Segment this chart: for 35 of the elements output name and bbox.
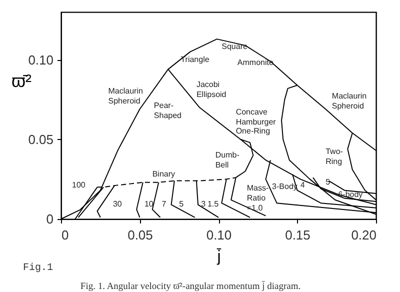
x-axis-title: j̄ xyxy=(216,248,222,266)
annotation: 5 xyxy=(326,177,331,186)
annotation: Maclaurin Spheroid xyxy=(108,86,143,106)
annotation: 1.5 xyxy=(207,200,220,209)
annotation: Concave Hamburger xyxy=(236,107,276,126)
x-tick-label: 0.05 xyxy=(128,228,153,242)
x-tick-label: 0 xyxy=(62,228,69,242)
y-tick-label: 0 xyxy=(46,212,54,226)
y-tick-label: 0.10 xyxy=(28,52,54,68)
y-tick-label: 0.05 xyxy=(28,132,54,147)
annotation: 6-body xyxy=(338,190,363,200)
x-tick-label: 0.15 xyxy=(285,228,310,242)
annotation: 3 xyxy=(201,200,206,209)
annotation: 5 xyxy=(179,200,184,209)
annotation: 10 xyxy=(144,200,154,209)
annotation: Triangle xyxy=(180,54,210,64)
annotation: 7 xyxy=(162,200,167,209)
annotation: Square xyxy=(222,42,248,52)
annotation: 30 xyxy=(112,200,122,209)
annotation: One-Ring xyxy=(236,126,270,136)
annotation: 4 xyxy=(300,180,306,190)
annotation: Binary xyxy=(152,169,176,178)
x-tick-label: 0.20 xyxy=(351,228,376,242)
annotation: Jacobi Ellipsoid xyxy=(196,80,226,100)
annotation: 100 xyxy=(72,180,86,190)
annotation: Dumb- Bell xyxy=(215,150,240,170)
caption: Fig.1 xyxy=(23,262,54,274)
caption: Fig. 1. Angular velocity ϖ̄²-angular momentum j̄ diagram. xyxy=(80,281,301,292)
annotation: Two- Ring xyxy=(326,147,344,166)
annotation: Pear- Shaped xyxy=(154,100,182,120)
annotation: Mass- Ratio =1.0 xyxy=(246,184,269,213)
y-axis-title: ϖ̄² xyxy=(11,71,32,92)
x-tick-label: 0.10 xyxy=(206,228,232,242)
annotation: Maclaurin Spheroid xyxy=(332,91,367,110)
annotation: Ammonite xyxy=(237,58,274,67)
